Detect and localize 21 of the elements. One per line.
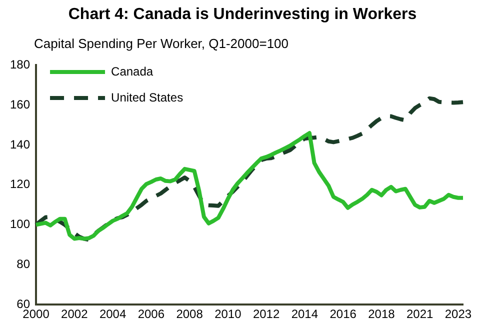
y-tick-label: 160 [10,97,30,112]
x-tick-label: 2010 [214,307,242,322]
y-tick-label: 140 [10,137,30,152]
y-tick-label: 180 [10,58,30,72]
x-tick-label: 2012 [252,307,280,322]
x-tick-label: 2016 [330,307,357,322]
x-tick-label: 2006 [138,307,165,322]
legend-label: United States [111,90,184,104]
x-tick-label: 2021 [406,307,434,322]
y-tick-label: 100 [10,217,30,232]
x-tick-label: 2014 [291,307,318,322]
y-tick-label: 80 [16,257,30,272]
legend-label: Canada [111,64,154,78]
x-tick-label: 2023 [444,307,472,322]
y-tick-label: 120 [10,177,30,192]
chart-title: Chart 4: Canada is Underinvesting in Workers [67,6,418,24]
x-tick-label: 2002 [61,307,88,322]
x-tick-label: 2008 [176,307,204,322]
x-tick-label: 2004 [99,307,126,322]
x-tick-label: 2018 [368,307,396,322]
chart-subtitle: Capital Spending Per Worker, Q1-2000=100 [34,36,289,51]
